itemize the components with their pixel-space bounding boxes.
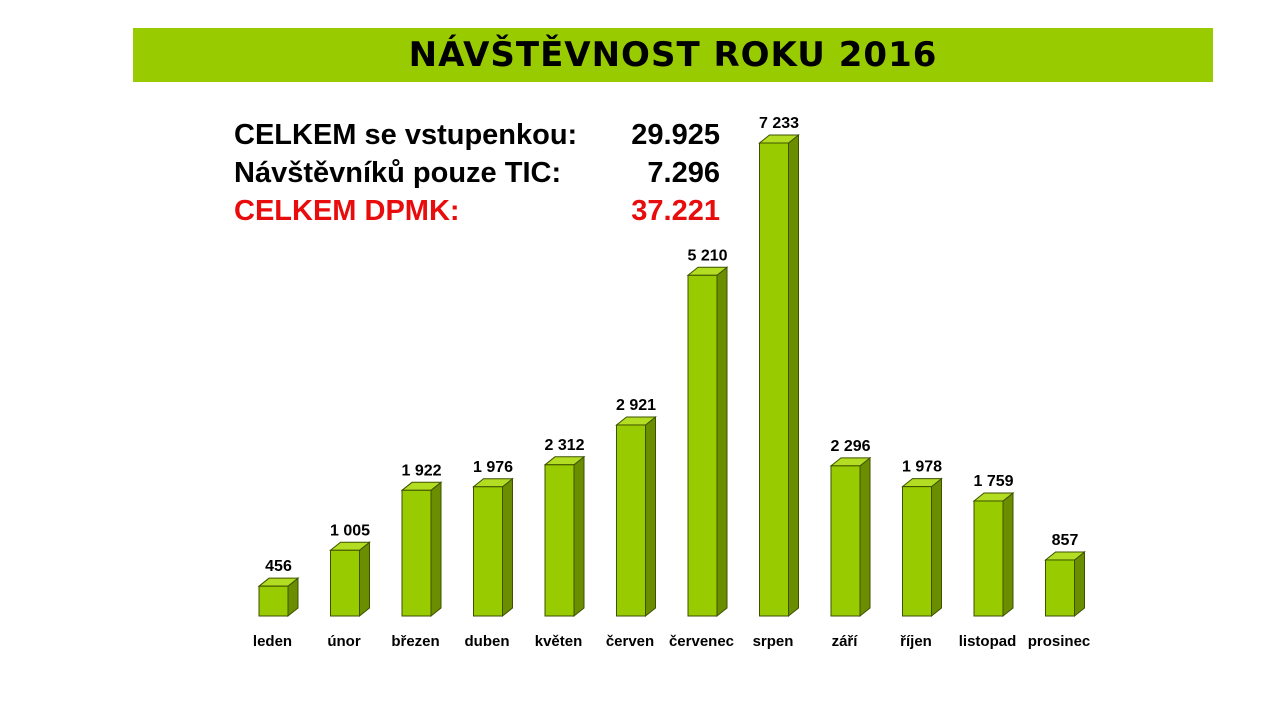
page-title: NÁVŠTĚVNOST ROKU 2016 [408,35,938,75]
data-label: 1 978 [902,459,942,476]
x-tick-label: září [832,633,859,650]
bar-side [430,481,442,618]
bar [258,585,289,617]
x-tick-label: říjen [900,633,932,650]
x-tick-label: leden [253,633,292,650]
bar [401,489,432,617]
data-label: 1 922 [401,462,441,479]
data-label: 5 210 [687,247,727,264]
bar-side [716,266,728,618]
bar-side [859,456,871,618]
total-value: 7.296 [647,157,720,189]
bar-side [788,133,799,618]
total-label: Návštěvníků pouze TIC: [234,157,562,189]
bar-side [502,477,513,618]
x-tick-label: květen [535,633,583,650]
total-row-dpmk: CELKEM DPMK: 37.221 [234,194,724,232]
data-label: 7 233 [759,115,799,132]
title-bar: NÁVŠTĚVNOST ROKU 2016 [133,28,1213,82]
total-label: CELKEM se vstupenkou: [234,119,578,151]
bar-side [1074,550,1085,618]
x-tick-label: prosinec [1028,633,1091,650]
bar-side [359,541,370,618]
data-label: 1 976 [473,459,513,476]
x-tick-label: červenec [669,633,734,650]
data-label: 1 759 [973,473,1013,490]
bar-side [931,477,942,618]
data-label: 456 [265,558,292,575]
total-value: 37.221 [631,195,720,227]
bar [1045,559,1075,617]
x-tick-label: březen [391,633,439,650]
totals-block: CELKEM se vstupenkou: 29.925 Návštěvníků… [234,118,724,232]
bar-side [573,455,585,618]
x-tick-label: listopad [959,633,1017,650]
bar [616,424,646,617]
data-label: 2 312 [544,437,584,454]
x-tick-label: červen [606,633,654,650]
x-tick-label: srpen [753,633,794,650]
total-label: CELKEM DPMK: [234,195,460,227]
bar [687,274,718,617]
data-label: 2 296 [830,438,870,455]
total-row-tic: Návštěvníků pouze TIC: 7.296 [234,156,724,194]
bar [473,486,503,617]
total-value: 29.925 [631,119,720,151]
data-label: 2 921 [616,397,656,414]
bar [902,486,932,617]
total-row-ticket: CELKEM se vstupenkou: 29.925 [234,118,724,156]
bar [544,464,575,617]
data-label: 857 [1052,532,1079,549]
x-tick-label: únor [327,633,360,650]
bar [330,549,360,617]
bar-side [1002,491,1014,618]
x-tick-label: duben [465,633,510,650]
data-label: 1 005 [330,522,370,539]
bar [830,465,861,617]
bar [759,142,789,617]
bar-side [645,415,656,618]
bar [973,500,1004,617]
